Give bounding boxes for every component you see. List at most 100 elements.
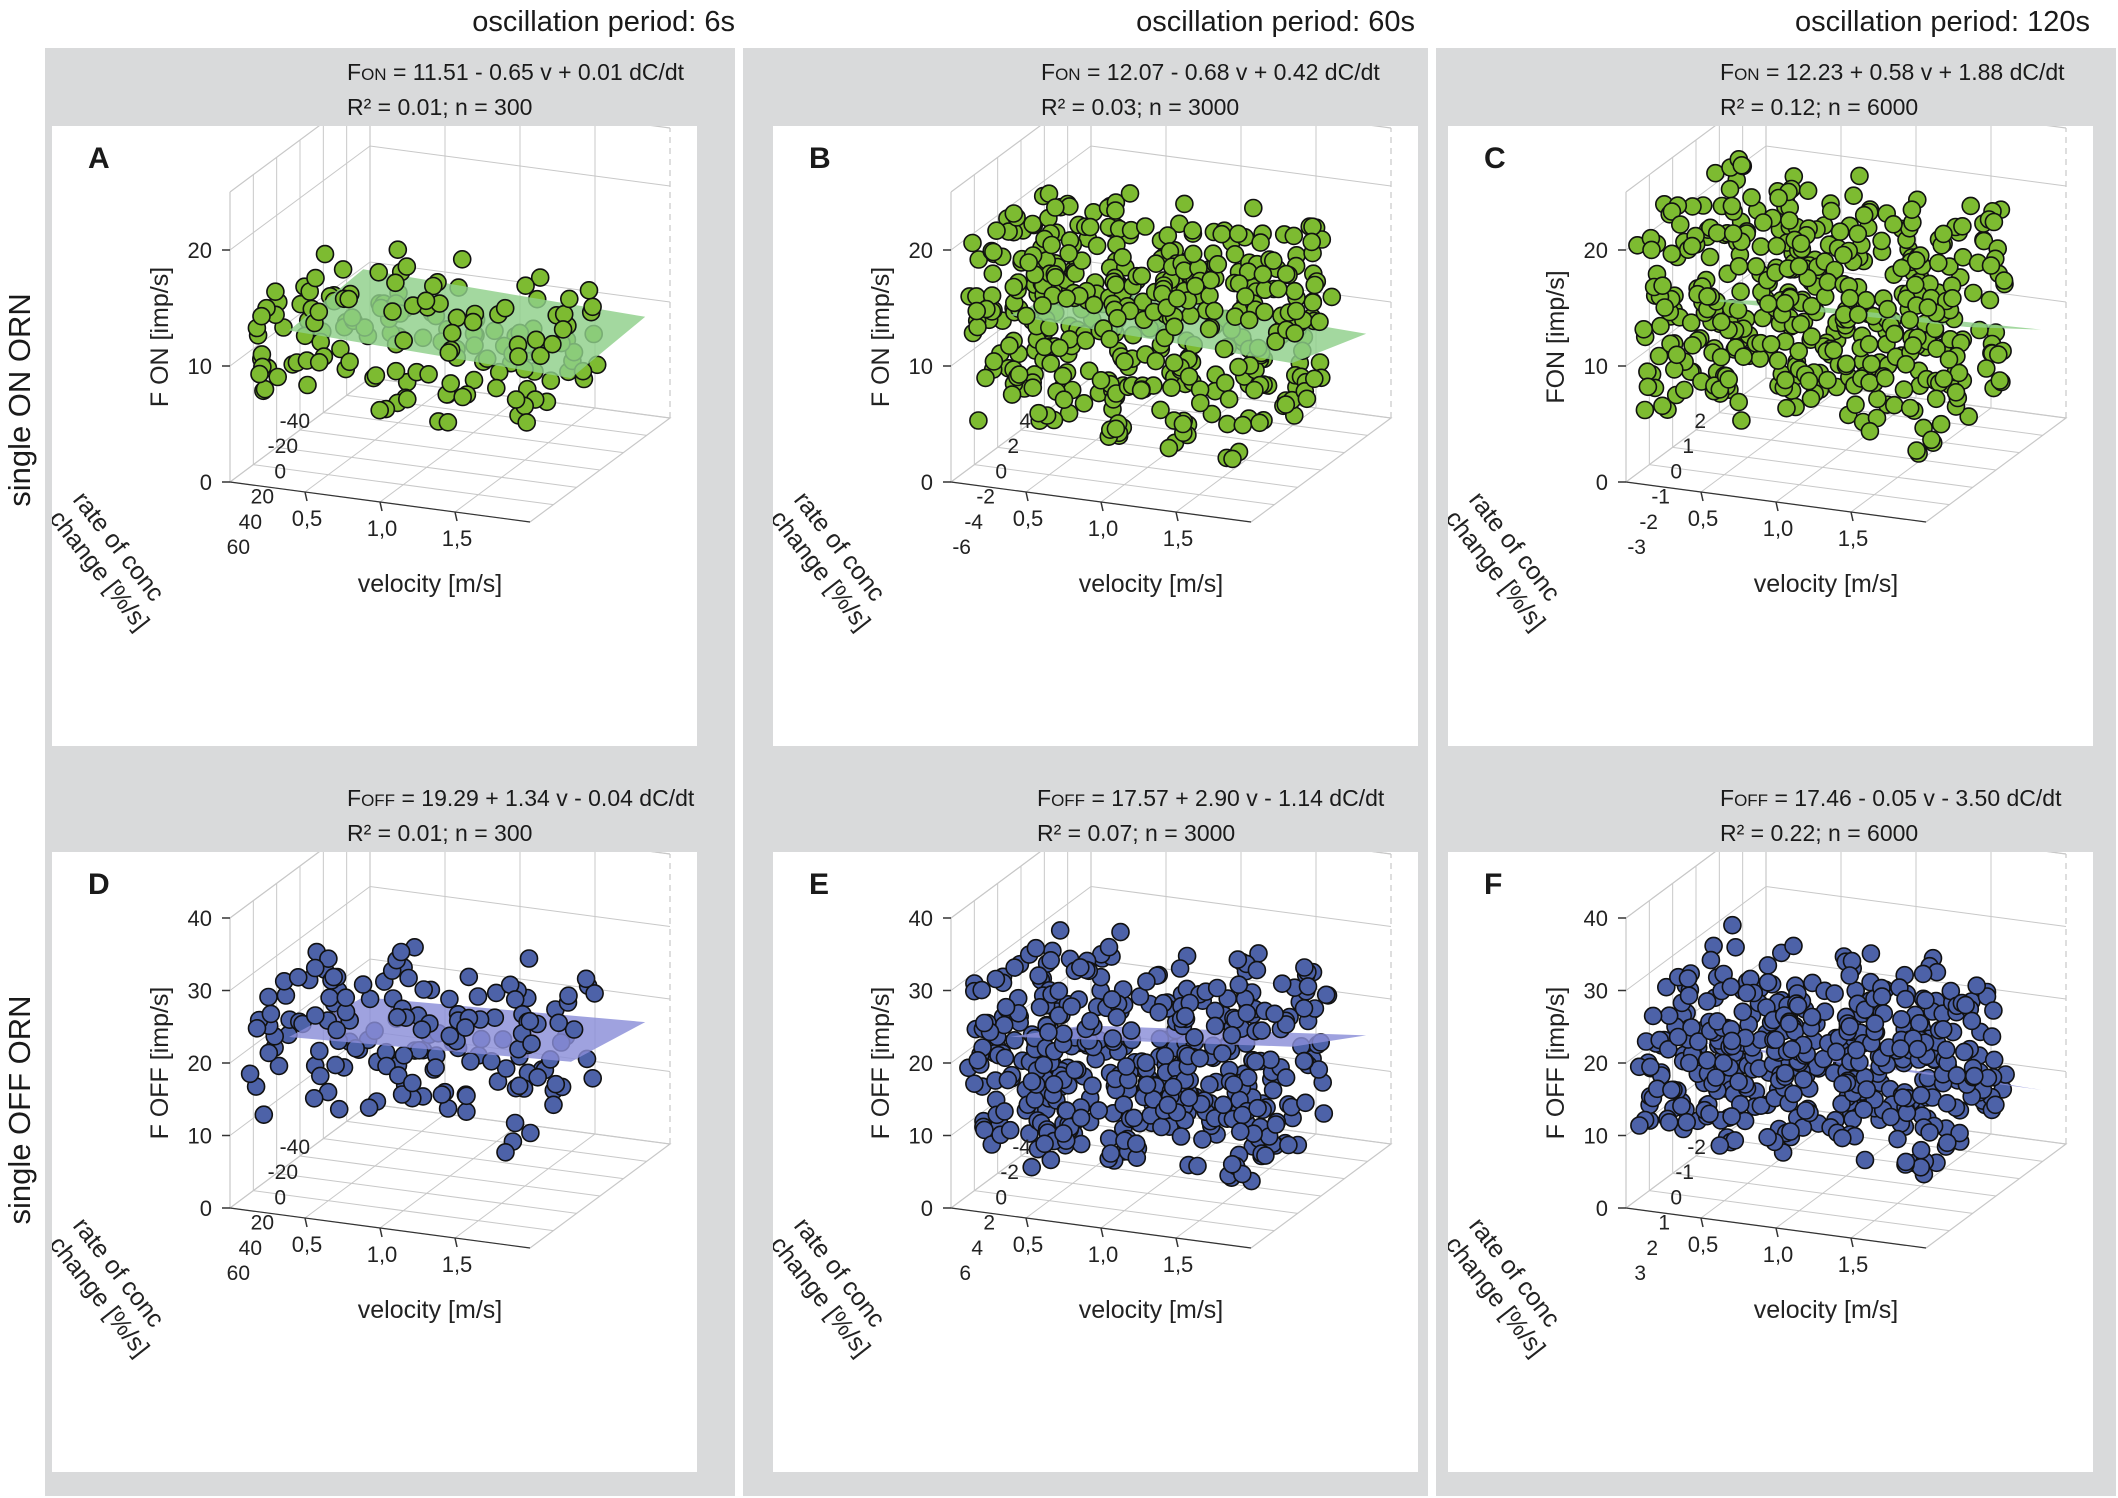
x-tick	[1850, 511, 1854, 522]
y-tick-label: 20	[251, 1212, 274, 1235]
data-point-cluster-0	[1635, 400, 1655, 420]
data-point-cluster-1	[310, 1066, 330, 1086]
equation-f: FOFF = 17.46 - 0.05 v - 3.50 dC/dt R² = …	[1720, 782, 2062, 850]
data-point-cluster-2	[1776, 370, 1795, 390]
row-title-off-text: single OFF ORN	[2, 995, 37, 1225]
x-tick-label: 0,5	[1688, 1232, 1719, 1257]
data-point-cluster-3	[1204, 301, 1224, 321]
data-point-cluster-0	[983, 264, 1003, 283]
x-tick	[1025, 1217, 1029, 1228]
x-tick-label: 1,5	[442, 1252, 473, 1277]
z-tick-label: 40	[909, 906, 933, 931]
data-point-cluster-4	[1263, 1080, 1283, 1100]
data-point-cluster-4	[1907, 441, 1926, 460]
data-point-cluster-2	[1796, 1101, 1816, 1120]
data-point-cluster-3	[1247, 960, 1267, 980]
data-point-cluster-1	[1022, 1072, 1042, 1091]
x-tick	[454, 511, 458, 522]
grid	[228, 852, 672, 1249]
data-point-cluster-4	[1922, 430, 1941, 450]
data-point-cluster-1	[1732, 411, 1751, 430]
y-tick-label: -2	[1687, 1136, 1706, 1159]
data-point-cluster-3	[1146, 351, 1166, 371]
data-point-cluster-1	[1737, 983, 1757, 1003]
data-point-cluster-4	[1982, 1027, 2002, 1046]
z-tick-label: 0	[200, 470, 212, 495]
data-point-cluster-0	[998, 1070, 1018, 1090]
y-tick-label: 0	[274, 460, 286, 483]
data-point-cluster-3	[1202, 404, 1222, 424]
data-point-cluster-2	[1103, 1029, 1123, 1048]
data-point-cluster-3	[1913, 964, 1933, 984]
data-point-cluster-1	[1035, 1134, 1054, 1154]
data-point-cluster-2	[1791, 234, 1811, 253]
panel-letter-d: D	[88, 868, 110, 901]
data-point-cluster-3	[1837, 354, 1856, 374]
data-point-cluster-2	[1825, 984, 1844, 1003]
data-point-cluster-2	[1861, 944, 1881, 963]
equation-b-formula: FON = 12.07 - 0.68 v + 0.42 dC/dt	[1041, 59, 1380, 85]
data-point-cluster-3	[1162, 378, 1181, 398]
data-point-cluster-1	[388, 240, 408, 259]
data-point-cluster-2	[1826, 1042, 1846, 1062]
data-point-cluster-3	[447, 308, 467, 328]
data-point-cluster-4	[1268, 279, 1288, 299]
data-point-cluster-1	[1722, 1031, 1742, 1051]
data-point-cluster-1	[1768, 351, 1788, 370]
data-point-cluster-1	[353, 975, 373, 994]
scatter-points-front	[247, 938, 604, 1059]
data-point-cluster-2	[1801, 389, 1821, 409]
data-point-cluster-0	[1671, 215, 1690, 234]
data-point-cluster-4	[1222, 1154, 1242, 1174]
data-point-cluster-1	[1053, 366, 1073, 386]
data-point-cluster-4	[1219, 389, 1239, 409]
x-axis-label: velocity [m/s]	[1079, 570, 1223, 598]
data-point-cluster-4	[517, 413, 537, 432]
equation-a-formula: FON = 11.51 - 0.65 v + 0.01 dC/dt	[347, 59, 685, 85]
data-point-cluster-0	[1634, 320, 1653, 339]
y-tick-label: 2	[1694, 410, 1706, 433]
data-point-cluster-1	[1120, 184, 1140, 203]
data-point-cluster-4	[1284, 226, 1304, 246]
x-axis-label: velocity [m/s]	[1079, 1296, 1223, 1324]
x-tick-label: 1,0	[1088, 516, 1119, 541]
data-point-cluster-3	[530, 268, 550, 287]
data-point-cluster-4	[1911, 1140, 1931, 1160]
equation-b-stats: R² = 0.03; n = 3000	[1041, 94, 1240, 120]
data-point-cluster-4	[1266, 332, 1285, 351]
data-point-cluster-0	[1672, 1096, 1691, 1116]
z-tick-label: 30	[188, 979, 212, 1004]
data-point-cluster-0	[984, 242, 1003, 262]
x-tick	[1850, 1237, 1854, 1248]
data-point-cluster-2	[392, 1085, 412, 1104]
data-point-cluster-0	[965, 1074, 984, 1093]
data-point-cluster-2	[397, 389, 417, 409]
data-point-cluster-2	[414, 980, 434, 999]
data-point-cluster-4	[1236, 287, 1255, 306]
data-point-cluster-2	[359, 1098, 379, 1117]
data-point-cluster-4	[1967, 976, 1987, 995]
data-point-cluster-4	[1214, 339, 1234, 359]
x-tick	[1175, 1237, 1179, 1248]
data-point-cluster-4	[1309, 1060, 1329, 1079]
data-point-cluster-3	[1902, 200, 1922, 219]
data-point-cluster-3	[1163, 1077, 1183, 1097]
equation-a-stats: R² = 0.01; n = 300	[347, 94, 533, 120]
data-point-cluster-3	[1175, 1006, 1195, 1026]
data-point-cluster-4	[576, 969, 596, 989]
data-point-cluster-2	[1799, 371, 1819, 391]
data-point-cluster-4	[1265, 1004, 1284, 1024]
equation-d: FOFF = 19.29 + 1.34 v - 0.04 dC/dt R² = …	[347, 782, 694, 850]
data-point-cluster-1	[399, 968, 418, 988]
y-tick-label: 40	[239, 511, 262, 534]
data-point-cluster-0	[247, 1019, 267, 1038]
data-point-cluster-3	[1865, 1014, 1885, 1033]
y-tick-label: -4	[1012, 1136, 1031, 1159]
data-point-cluster-2	[383, 302, 402, 321]
x-tick-label: 1,0	[1088, 1242, 1119, 1267]
data-point-cluster-0	[333, 260, 353, 279]
data-point-cluster-2	[1124, 1108, 1144, 1128]
data-point-cluster-4	[1963, 283, 1983, 303]
data-point-cluster-0	[1726, 938, 1745, 957]
data-point-cluster-3	[486, 378, 506, 398]
